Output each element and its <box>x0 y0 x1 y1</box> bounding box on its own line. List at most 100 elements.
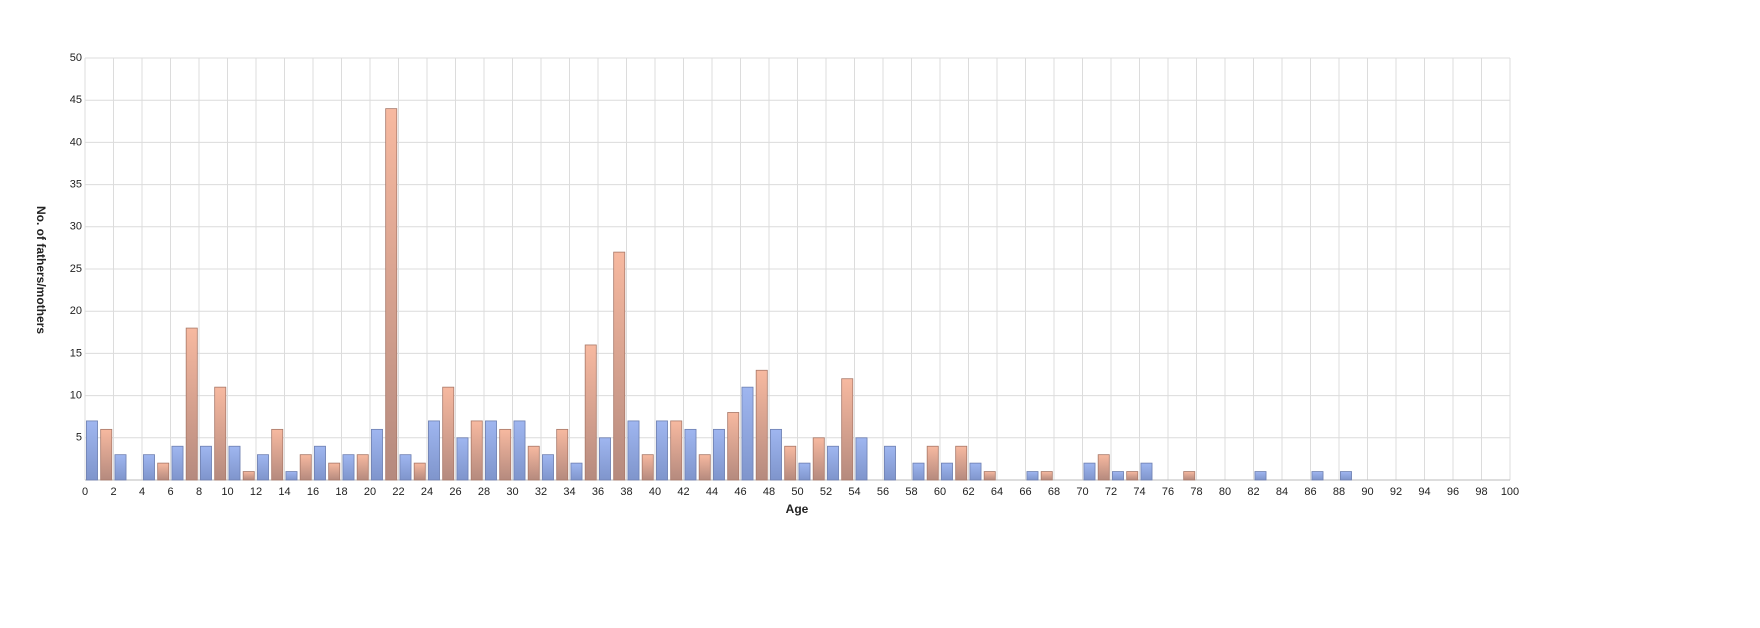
bar <box>542 454 554 481</box>
bar <box>214 386 227 481</box>
bar <box>798 462 811 481</box>
x-tick-label: 96 <box>1447 486 1459 498</box>
bar <box>342 454 355 481</box>
bar <box>684 428 697 481</box>
x-tick-label: 98 <box>1475 486 1487 498</box>
bar <box>171 445 184 481</box>
bar <box>499 428 512 481</box>
x-tick-label: 92 <box>1390 486 1402 498</box>
x-tick-label: 62 <box>962 486 974 498</box>
bar <box>556 428 569 481</box>
bar <box>228 445 241 481</box>
bar <box>641 454 654 481</box>
x-tick-label: 8 <box>196 486 202 498</box>
bar <box>470 420 483 481</box>
bar <box>755 369 768 481</box>
bar <box>955 445 968 481</box>
y-tick-label: 30 <box>70 221 82 233</box>
bar <box>1126 471 1139 481</box>
bar <box>328 462 341 481</box>
bar <box>698 454 711 481</box>
bar <box>584 344 597 481</box>
bar <box>770 428 782 481</box>
x-tick-label: 6 <box>167 486 173 498</box>
x-tick-label: 76 <box>1162 486 1174 498</box>
x-tick-label: 70 <box>1076 486 1088 498</box>
x-tick-label: 58 <box>905 486 917 498</box>
bar <box>627 420 640 481</box>
x-tick-label: 26 <box>449 486 461 498</box>
y-tick-label: 50 <box>70 52 82 64</box>
x-tick-label: 68 <box>1048 486 1060 498</box>
x-tick-label: 2 <box>110 486 116 498</box>
x-tick-label: 66 <box>1019 486 1031 498</box>
y-tick-label: 25 <box>70 263 82 275</box>
x-tick-label: 94 <box>1418 486 1430 498</box>
bar <box>1254 471 1267 481</box>
x-tick-label: 24 <box>421 486 433 498</box>
x-tick-label: 4 <box>139 486 145 498</box>
x-tick-label: 46 <box>734 486 746 498</box>
x-tick-label: 48 <box>763 486 775 498</box>
x-tick-label: 30 <box>506 486 518 498</box>
x-tick-label: 18 <box>335 486 347 498</box>
x-tick-label: 72 <box>1105 486 1117 498</box>
bar <box>356 454 369 481</box>
x-tick-label: 34 <box>563 486 575 498</box>
y-tick-label: 15 <box>70 347 82 359</box>
bar <box>257 454 269 481</box>
bar <box>200 445 212 481</box>
bar <box>570 462 583 481</box>
x-tick-label: 54 <box>848 486 860 498</box>
x-tick-label: 74 <box>1133 486 1145 498</box>
bar <box>941 462 953 481</box>
x-tick-label: 32 <box>535 486 547 498</box>
bar <box>485 420 497 481</box>
bar <box>143 454 155 481</box>
bar <box>399 454 412 481</box>
x-tick-label: 16 <box>307 486 319 498</box>
bar <box>670 420 683 481</box>
bar <box>456 437 469 481</box>
x-tick-label: 86 <box>1304 486 1316 498</box>
bar <box>827 445 839 481</box>
x-tick-label: 78 <box>1190 486 1202 498</box>
y-tick-label: 45 <box>70 94 82 106</box>
bar <box>242 471 255 481</box>
x-tick-label: 100 <box>1501 486 1519 498</box>
bar <box>314 445 326 481</box>
bar <box>114 454 127 481</box>
bar <box>926 445 939 481</box>
bar <box>100 428 113 481</box>
bar <box>271 428 284 481</box>
x-tick-label: 36 <box>592 486 604 498</box>
bar <box>855 437 868 481</box>
bar <box>884 445 896 481</box>
y-tick-label: 35 <box>70 179 82 191</box>
x-axis-title: Age <box>786 502 809 516</box>
x-tick-label: 38 <box>620 486 632 498</box>
bar <box>1083 462 1096 481</box>
bar <box>1040 471 1053 481</box>
bar <box>86 420 98 481</box>
bar <box>1140 462 1153 481</box>
x-tick-label: 60 <box>934 486 946 498</box>
bar <box>812 437 825 481</box>
bar <box>1340 471 1352 481</box>
x-tick-label: 22 <box>392 486 404 498</box>
bar <box>727 412 740 481</box>
x-tick-label: 50 <box>791 486 803 498</box>
bar <box>656 420 668 481</box>
bar <box>912 462 925 481</box>
x-tick-label: 28 <box>478 486 490 498</box>
bar <box>1026 471 1039 481</box>
bar <box>1097 454 1110 481</box>
x-tick-label: 40 <box>649 486 661 498</box>
y-tick-label: 20 <box>70 305 82 317</box>
bar <box>442 386 455 481</box>
y-axis-title: No. of fathers/mothers <box>34 206 48 334</box>
x-tick-label: 64 <box>991 486 1003 498</box>
y-tick-label: 40 <box>70 136 82 148</box>
bar <box>1311 471 1324 481</box>
